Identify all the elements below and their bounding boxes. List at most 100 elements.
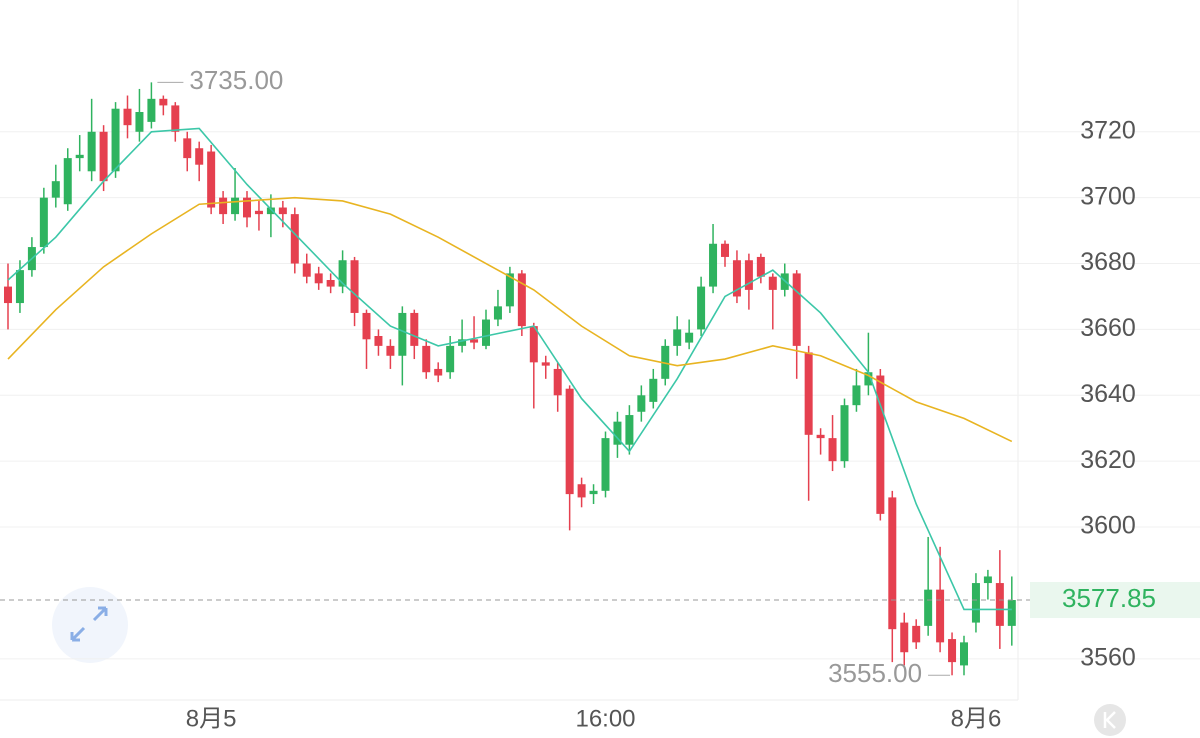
candle-body bbox=[852, 385, 861, 406]
candle-body bbox=[816, 434, 825, 439]
candle-body bbox=[398, 312, 407, 356]
y-tick-label: 3560 bbox=[1080, 643, 1136, 671]
candle-body bbox=[278, 207, 287, 215]
candle-body bbox=[99, 131, 108, 182]
candle-body bbox=[1007, 600, 1016, 626]
candle-body bbox=[983, 576, 992, 584]
candle-body bbox=[924, 589, 933, 626]
candle-body bbox=[302, 263, 311, 277]
candle-body bbox=[876, 375, 885, 514]
candle-body bbox=[123, 108, 132, 126]
candle-body bbox=[541, 362, 550, 366]
candle-body bbox=[709, 243, 718, 287]
candle-body bbox=[159, 98, 168, 106]
candle-body bbox=[171, 105, 180, 132]
candle-body bbox=[434, 368, 443, 376]
candle-body bbox=[936, 589, 945, 643]
candle-body bbox=[768, 276, 777, 290]
k-icon bbox=[1103, 711, 1116, 729]
expand-button[interactable] bbox=[52, 587, 128, 663]
candle-body bbox=[231, 197, 240, 215]
candle-body bbox=[637, 395, 646, 412]
candle-body bbox=[589, 490, 598, 495]
candle-body bbox=[446, 345, 455, 373]
candle-body bbox=[219, 197, 228, 215]
candle-body bbox=[912, 625, 921, 643]
moving-average-line bbox=[7, 196, 1013, 443]
y-tick-label: 3680 bbox=[1080, 248, 1136, 276]
candle-body bbox=[601, 438, 610, 491]
candle-body bbox=[410, 312, 419, 346]
min-label: 3555.00 bbox=[828, 658, 922, 688]
candle-body bbox=[338, 260, 347, 287]
candle-body bbox=[888, 497, 897, 630]
candle-body bbox=[470, 339, 479, 343]
candle-body bbox=[948, 639, 957, 663]
candle-body bbox=[350, 260, 359, 313]
candle-body bbox=[482, 319, 490, 346]
candle-body bbox=[613, 421, 622, 445]
candle-body bbox=[900, 622, 909, 653]
candle-body bbox=[685, 332, 694, 343]
candle-body bbox=[135, 112, 144, 132]
candle-body bbox=[4, 286, 12, 304]
candle-body bbox=[995, 583, 1004, 626]
candle-body bbox=[553, 368, 562, 396]
y-tick-label: 3620 bbox=[1080, 446, 1136, 474]
candle-body bbox=[732, 260, 741, 297]
candle-body bbox=[39, 197, 48, 248]
candle-body bbox=[577, 484, 586, 498]
candle-body bbox=[422, 345, 431, 373]
last-price-tag bbox=[1030, 582, 1200, 619]
candle-body bbox=[458, 339, 467, 346]
candle-body bbox=[195, 148, 204, 165]
last-price-label: 3577.85 bbox=[1062, 583, 1156, 613]
candle-body bbox=[63, 158, 72, 205]
candle-body bbox=[661, 345, 670, 379]
candle-body bbox=[649, 378, 658, 402]
candle-body bbox=[792, 273, 801, 346]
candle-body bbox=[87, 131, 96, 172]
candle-body bbox=[804, 352, 813, 435]
y-tick-label: 3640 bbox=[1080, 380, 1136, 408]
candle-body bbox=[565, 388, 574, 495]
candle-body bbox=[75, 154, 84, 159]
candle-body bbox=[840, 405, 849, 462]
candle-body bbox=[529, 326, 538, 363]
candle-body bbox=[207, 151, 216, 208]
max-label: 3735.00 bbox=[189, 65, 283, 95]
candle-body bbox=[828, 438, 837, 462]
candle-body bbox=[971, 583, 980, 623]
x-tick-label: 8月5 bbox=[186, 705, 237, 732]
x-tick-label: 8月6 bbox=[951, 705, 1002, 732]
candle-body bbox=[290, 214, 299, 264]
candle-body bbox=[15, 270, 24, 304]
candle-body bbox=[625, 415, 634, 445]
candle-body bbox=[111, 108, 120, 172]
candle-body bbox=[864, 372, 873, 386]
candle-body bbox=[374, 336, 383, 346]
candle-body bbox=[266, 207, 275, 215]
candle-body bbox=[386, 345, 395, 356]
candle-body bbox=[243, 197, 251, 218]
candle-body bbox=[744, 260, 753, 290]
k-button[interactable] bbox=[1094, 704, 1126, 736]
candle-body bbox=[314, 273, 323, 284]
candle-body bbox=[254, 210, 263, 215]
candle-body bbox=[147, 98, 156, 122]
candle-body bbox=[756, 256, 765, 277]
candle-body bbox=[721, 243, 729, 257]
candle-body bbox=[183, 138, 192, 159]
candle-body bbox=[673, 329, 682, 346]
candle-body bbox=[362, 312, 371, 340]
candle-body bbox=[697, 286, 706, 330]
candle-body bbox=[960, 642, 968, 666]
y-tick-label: 3600 bbox=[1080, 512, 1136, 540]
candle-body bbox=[505, 273, 514, 307]
x-tick-label: 16:00 bbox=[575, 705, 635, 732]
y-tick-label: 3660 bbox=[1080, 314, 1136, 342]
candle-body bbox=[51, 181, 60, 198]
candle-body bbox=[326, 280, 335, 287]
